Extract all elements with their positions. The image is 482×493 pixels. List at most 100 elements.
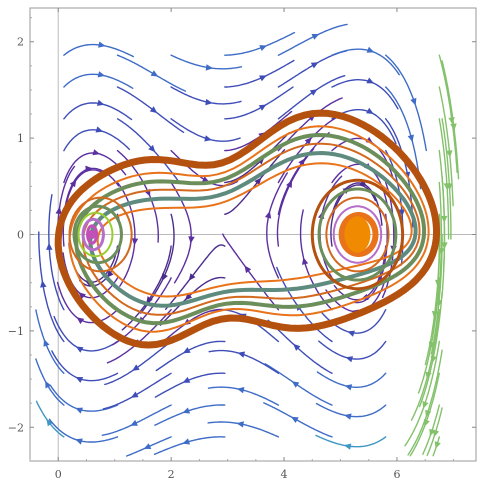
streamline-arrow [150,70,159,77]
streamline [404,340,440,447]
streamline-arrow [244,265,252,274]
streamline [441,118,452,240]
right-orbit-curve [317,187,398,282]
streamline [207,386,280,406]
streamline-arrow [106,270,114,278]
right-orbit-curve [338,212,379,257]
streamline-arrow [236,387,245,394]
streamline-arrow [434,441,441,449]
streamline-arrow [450,123,457,131]
streamline-arrow [184,293,193,301]
x-tick-label: 2 [168,468,175,481]
streamline [441,60,460,180]
streamline-arrow [148,144,156,153]
streamline [441,176,446,299]
streamline-arrow [304,137,312,145]
streamline [276,266,333,343]
streamline-arrow [291,416,299,423]
streamline-arrow [75,377,84,383]
streamline [277,116,339,184]
streamline [101,404,172,436]
streamline-arrow [259,45,267,51]
streamline [266,172,288,279]
streamline-arrow [76,317,85,324]
streamline-arrow [265,211,272,219]
streamline-arrow [182,347,191,354]
streamline-arrow [46,242,53,250]
streamline [385,86,422,190]
streamline-arrow [143,443,152,449]
streamline [385,118,414,228]
streamline-arrow [78,292,86,300]
right-orbit-curve [325,196,390,273]
streamline [170,86,242,105]
streamline [208,349,280,374]
streamline [438,118,450,240]
streamline-arrow [446,150,453,158]
streamline [418,291,443,408]
left-orbit-curve [72,204,123,265]
streamline-arrow [259,75,267,82]
streamline [63,73,134,89]
streamline-arrow [95,126,104,133]
streamline [264,363,333,406]
streamline-arrow [441,242,448,250]
streamline-arrow [182,438,190,445]
streamline-arrow [430,355,437,363]
streamline [38,231,65,343]
streamline-arrow [302,257,309,265]
left-orbit-curve [68,196,133,273]
streamline [116,86,185,133]
streamline-arrow [75,346,84,353]
streamline [224,132,290,184]
streamline-arrow [182,407,191,414]
streamline-arrow [205,98,213,106]
streamline [417,277,440,394]
streamline [318,340,387,360]
streamline-arrow [92,149,101,156]
outer-orbit-curve [74,133,427,326]
streamline-arrow [398,209,405,217]
streamline-arrow [422,401,429,409]
streamline [331,109,397,144]
streamline-arrow [293,343,301,351]
x-tick-label: 4 [281,468,288,481]
streamline-arrow [366,107,374,114]
streamline [331,79,399,110]
streamline-arrow [433,429,440,438]
streamline [63,152,127,184]
streamline [170,181,192,284]
streamline-arrow [98,41,106,48]
streamline [116,54,187,92]
streamline [267,319,333,374]
streamline [35,309,65,374]
streamline [48,194,65,311]
streamline [63,43,134,58]
x-tick-label: 6 [393,468,400,481]
streamline [63,102,133,121]
y-tick-label: −1 [8,325,24,338]
streamline-arrow [366,77,375,84]
streamline [165,244,226,310]
streamline [154,404,226,426]
streamline [224,86,294,120]
streamline [224,59,295,88]
x-tick-label: 0 [55,468,62,481]
streamline [140,213,175,314]
equilibrium-core [87,230,98,239]
streamline [102,372,172,410]
streamline [155,340,226,372]
streamline-arrow [347,330,355,337]
streamline [385,54,427,152]
streamline-arrow [96,99,105,106]
streamline-arrow [258,104,267,111]
streamline [315,434,387,448]
streamline [207,421,280,438]
streamline-arrow [237,351,246,358]
streamline [63,129,131,152]
streamline-arrow [75,407,83,414]
right-orbit-curve [310,178,405,291]
streamline [56,281,119,324]
streamline [299,209,333,311]
streamline-arrow [310,62,319,69]
